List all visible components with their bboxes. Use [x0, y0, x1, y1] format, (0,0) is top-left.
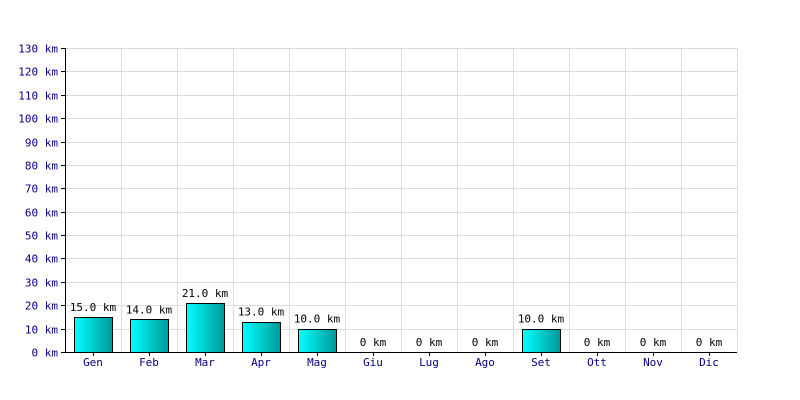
y-tick-label: 0 km: [32, 347, 59, 360]
x-tick-label-apr: Apr: [251, 356, 271, 369]
x-tick-label-nov: Nov: [643, 356, 663, 369]
y-tick-label: 20 km: [25, 300, 58, 313]
data-label-lug: 0 km: [416, 336, 443, 349]
data-label-feb: 14.0 km: [126, 303, 173, 316]
y-tick-label: 50 km: [25, 230, 58, 243]
data-label-ott: 0 km: [584, 336, 611, 349]
y-tick-label: 110 km: [18, 90, 58, 103]
bar-gen: [74, 317, 113, 353]
data-label-mag: 10.0 km: [294, 313, 341, 326]
y-tick-label: 40 km: [25, 253, 58, 266]
x-axis-ticks: Gen Feb Mar Apr Mag Giu Lug Ago Set Ott Nov Dic: [83, 352, 719, 369]
y-axis-ticks: 0 km 10 km 20 km 30 km 40 km 50 km 60 km 70 km 8…: [18, 43, 65, 360]
x-tick-label-dic: Dic: [699, 356, 719, 369]
data-label-ago: 0 km: [472, 336, 499, 349]
x-tick-label-mar: Mar: [195, 356, 215, 369]
bar-feb: [130, 319, 169, 353]
bar-mar: [186, 303, 225, 353]
data-label-nov: 0 km: [640, 336, 667, 349]
data-label-apr: 13.0 km: [238, 306, 285, 319]
y-tick-label: 130 km: [18, 43, 58, 56]
data-label-set: 10.0 km: [518, 313, 565, 326]
x-tick-label-feb: Feb: [139, 356, 159, 369]
axes: [65, 48, 737, 353]
y-tick-label: 70 km: [25, 183, 58, 196]
bar-mag: [298, 329, 337, 353]
data-label-dic: 0 km: [696, 336, 723, 349]
data-label-giu: 0 km: [360, 336, 387, 349]
x-tick-label-gen: Gen: [83, 356, 103, 369]
y-tick-label: 80 km: [25, 160, 58, 173]
data-label-mar: 21.0 km: [182, 287, 229, 300]
y-tick-label: 30 km: [25, 277, 58, 290]
x-tick-label-lug: Lug: [419, 356, 439, 369]
bar-set: [522, 329, 561, 353]
y-tick-label: 60 km: [25, 207, 58, 220]
y-tick-label: 120 km: [18, 66, 58, 79]
bars: [74, 303, 561, 353]
x-tick-label-set: Set: [531, 356, 551, 369]
x-tick-label-giu: Giu: [363, 356, 383, 369]
data-label-gen: 15.0 km: [70, 301, 117, 314]
bar-apr: [242, 322, 281, 353]
grid-lines: [65, 48, 738, 352]
x-tick-label-ago: Ago: [475, 356, 495, 369]
y-tick-label: 10 km: [25, 324, 58, 337]
x-tick-label-mag: Mag: [307, 356, 327, 369]
x-tick-label-ott: Ott: [587, 356, 607, 369]
data-labels: 15.0 km 14.0 km 21.0 km 13.0 km 10.0 km 0 km 0…: [70, 287, 723, 349]
y-tick-label: 90 km: [25, 137, 58, 150]
y-tick-label: 100 km: [18, 113, 58, 126]
